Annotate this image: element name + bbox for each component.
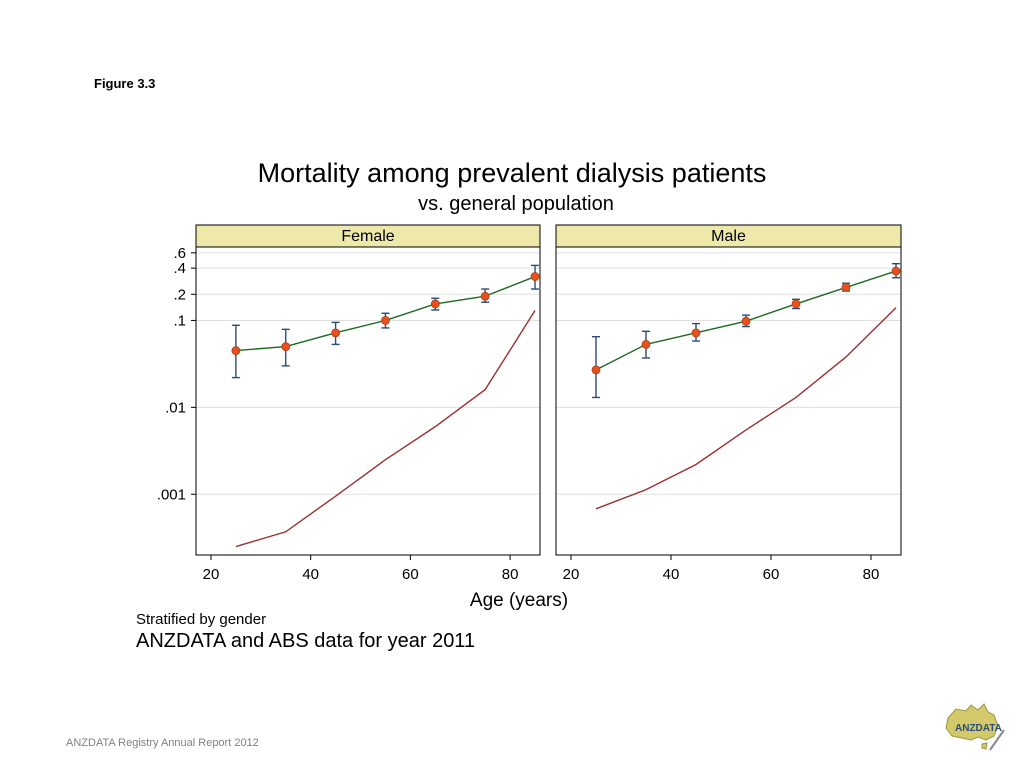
data-point [741, 316, 751, 326]
x-tick-label: 80 [502, 566, 519, 583]
chart-subtitle: vs. general population [418, 193, 614, 215]
panel-header [555, 224, 902, 248]
x-tick-label: 40 [302, 566, 319, 583]
data-point [641, 340, 651, 349]
stratification-note: Stratified by gender [136, 611, 267, 628]
plot-frame [555, 246, 902, 556]
x-tick-label: 80 [863, 566, 880, 583]
data-point [530, 272, 540, 281]
data-point [281, 342, 291, 352]
x-axis-label: Age (years) [470, 590, 568, 611]
panel-header [195, 224, 541, 248]
y-tick-label: .4 [173, 260, 186, 277]
data-point [381, 316, 390, 325]
data-point [480, 291, 490, 301]
plot-frame [195, 246, 541, 556]
y-tick-label: .001 [157, 486, 186, 503]
panel-header-label: Female [341, 228, 394, 245]
data-point [331, 328, 340, 338]
data-point [430, 299, 440, 309]
panel-female: Female 20 40 60 80 .6.4 .2 .1 .01 .001 [157, 224, 541, 583]
chart-title: Mortality among prevalent dialysis patie… [257, 158, 767, 188]
panel-header-label: Male [711, 228, 746, 245]
data-point [231, 346, 241, 355]
data-point [591, 365, 601, 375]
general-population-line [595, 307, 897, 510]
x-tick-label: 40 [663, 566, 680, 583]
data-point [791, 299, 801, 309]
y-tick-label: .6 [173, 245, 186, 262]
data-point [691, 328, 701, 338]
data-point [841, 283, 851, 292]
x-tick-label: 60 [763, 566, 780, 583]
figure-label: Figure 3.3 [94, 76, 156, 91]
x-tick-label: 20 [563, 566, 580, 583]
data-point [891, 266, 901, 276]
x-tick-label: 60 [402, 566, 419, 583]
general-population-line [235, 310, 536, 548]
report-footer: ANZDATA Registry Annual Report 2012 [66, 737, 259, 749]
x-tick-label: 20 [203, 566, 220, 583]
y-tick-label: .2 [173, 286, 186, 303]
australia-map-logo-icon: ANZDATA [945, 703, 1005, 751]
y-tick-label: .01 [165, 399, 186, 416]
data-source-note: ANZDATA and ABS data for year 2011 [136, 630, 476, 652]
anzdata-logo: ANZDATA [938, 700, 1008, 760]
logo-text: ANZDATA [955, 723, 1002, 734]
y-tick-label: .1 [173, 312, 186, 329]
panel-male: Male 20 40 60 80 [555, 224, 902, 583]
